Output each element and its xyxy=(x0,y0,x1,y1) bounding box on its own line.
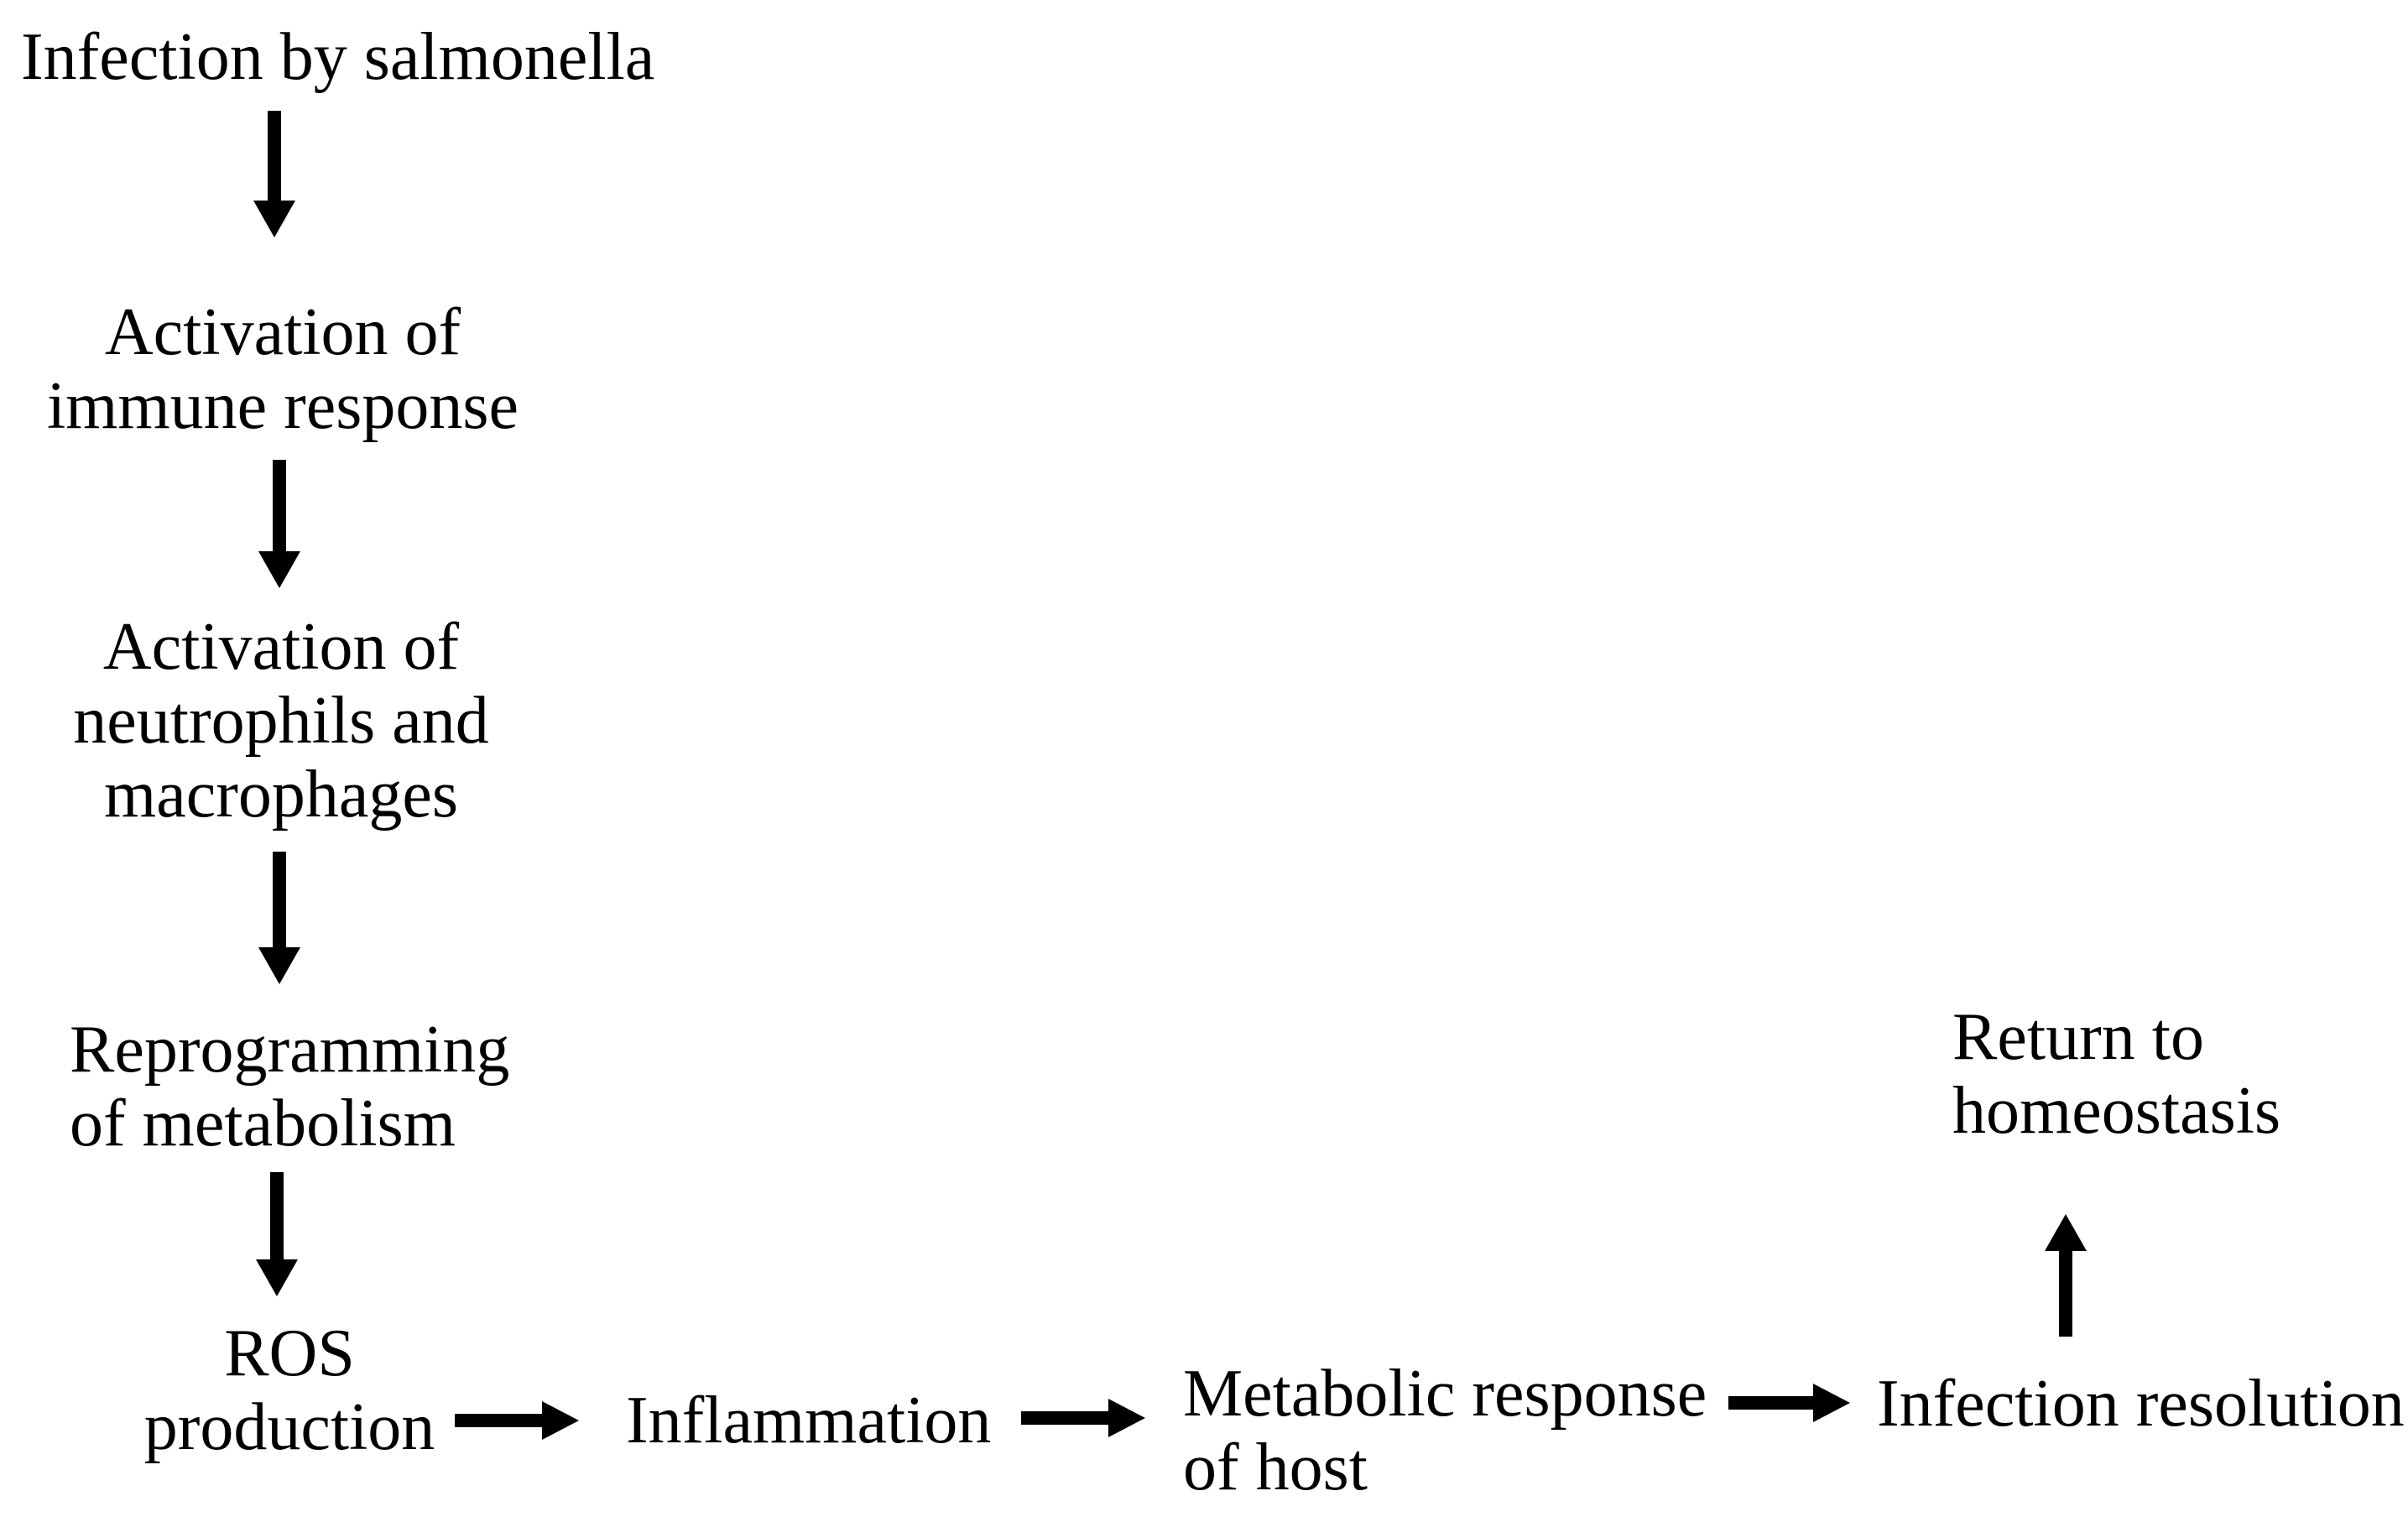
node-label: homeostasis xyxy=(1952,1074,2281,1148)
arrow-shaft xyxy=(2059,1248,2072,1337)
arrow-up-resolution-to-homeostasis xyxy=(2045,1214,2087,1337)
arrow-down-infection-to-immune-response xyxy=(253,111,295,237)
node-metabolic-response-of-host: Metabolic response of host xyxy=(1183,1357,1707,1504)
node-activation-of-immune-response: Activation of immune response xyxy=(31,295,534,443)
node-infection-by-salmonella: Infection by salmonella xyxy=(21,20,654,94)
arrow-right-ros-to-inflammation xyxy=(455,1401,579,1440)
node-label: macrophages xyxy=(103,758,459,831)
arrow-head-down-icon xyxy=(258,551,300,588)
arrow-head-up-icon xyxy=(2045,1214,2087,1251)
node-ros-production: ROS production xyxy=(38,1316,541,1464)
arrow-down-reprogramming-to-ros xyxy=(256,1172,298,1296)
node-label: of metabolism xyxy=(70,1087,456,1160)
arrow-down-immune-response-to-neutrophils xyxy=(258,460,300,588)
node-label: neutrophils and xyxy=(73,684,489,758)
arrow-shaft xyxy=(268,111,281,204)
node-label: production xyxy=(143,1390,435,1464)
node-label: ROS xyxy=(224,1316,355,1390)
arrow-down-neutrophils-to-reprogramming xyxy=(258,852,300,984)
arrow-shaft xyxy=(1728,1396,1816,1410)
node-label: Reprogramming xyxy=(70,1013,510,1087)
node-label: immune response xyxy=(46,369,519,443)
arrow-shaft xyxy=(1021,1411,1112,1425)
arrow-head-right-icon xyxy=(1813,1384,1850,1422)
node-return-to-homeostasis: Return to homeostasis xyxy=(1952,1000,2280,1148)
node-label: Activation of xyxy=(102,610,460,684)
node-label: Infection resolution xyxy=(1877,1367,2405,1441)
arrow-head-down-icon xyxy=(256,1259,298,1296)
arrow-shaft xyxy=(455,1414,545,1427)
arrow-head-down-icon xyxy=(253,201,295,237)
arrow-head-down-icon xyxy=(258,947,300,984)
node-infection-resolution: Infection resolution xyxy=(1877,1367,2405,1441)
node-label: Infection by salmonella xyxy=(21,20,655,94)
arrow-shaft xyxy=(273,460,286,555)
arrow-head-right-icon xyxy=(1108,1399,1145,1437)
node-activation-of-neutrophils-and-macrophages: Activation of neutrophils and macrophage… xyxy=(29,610,533,831)
arrow-right-inflammation-to-metabolic-response xyxy=(1021,1399,1145,1437)
node-reprogramming-of-metabolism: Reprogramming of metabolism xyxy=(70,1013,509,1160)
node-label: of host xyxy=(1183,1431,1368,1504)
node-label: Return to xyxy=(1952,1000,2204,1074)
node-label: Activation of xyxy=(104,295,461,369)
node-label: Metabolic response xyxy=(1183,1357,1707,1431)
arrow-shaft xyxy=(273,852,286,951)
node-inflammation: Inflammation xyxy=(626,1384,991,1457)
node-label: Inflammation xyxy=(626,1384,992,1457)
arrow-shaft xyxy=(270,1172,284,1263)
arrow-head-right-icon xyxy=(542,1401,579,1440)
arrow-right-metabolic-response-to-resolution xyxy=(1728,1384,1850,1422)
